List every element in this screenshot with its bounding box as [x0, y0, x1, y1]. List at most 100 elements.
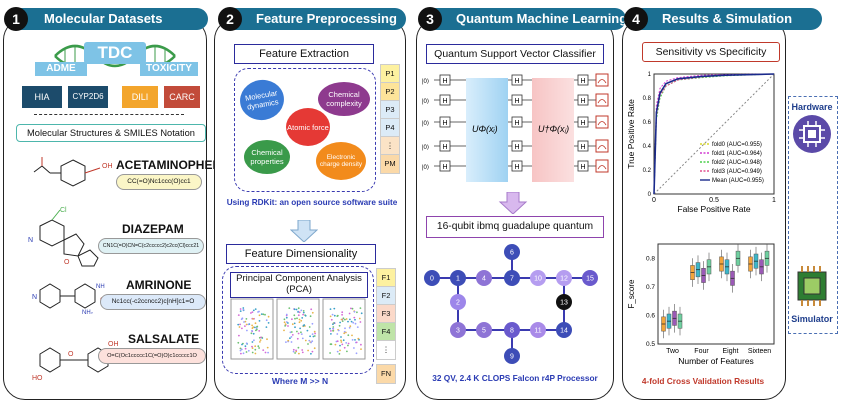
pca-point	[283, 318, 286, 321]
f-label-2: F2	[376, 286, 396, 306]
measure-icon	[597, 121, 607, 126]
qubit-label: 3	[456, 328, 460, 335]
pca-point	[349, 318, 351, 321]
pca-point	[346, 350, 348, 353]
hadamard-label: H	[443, 164, 448, 171]
pca-point	[339, 344, 341, 347]
pca-point	[266, 338, 268, 341]
pca-point	[347, 344, 349, 347]
pca-point	[311, 311, 314, 314]
pca-point	[283, 329, 285, 332]
roc-diagonal	[653, 73, 775, 195]
hadamard-gate	[511, 140, 523, 152]
pca-point	[292, 350, 295, 353]
pca-point	[329, 308, 332, 310]
chip-icon	[793, 115, 831, 153]
pca-point	[342, 339, 345, 342]
down-arrow-3	[498, 192, 528, 214]
hadamard-label: H	[515, 120, 520, 127]
hadamard-label: H	[515, 98, 520, 105]
pca-scatter-plots	[230, 298, 366, 360]
qubit-node	[424, 270, 440, 286]
pca-point	[284, 325, 286, 327]
pca-point	[358, 317, 361, 320]
pca-point	[331, 313, 334, 316]
p-label-2: P2	[380, 82, 400, 102]
ket-zero-label: |0⟩	[422, 78, 429, 85]
hadamard-label: H	[515, 78, 520, 85]
pca-point	[254, 352, 257, 355]
qubit-node	[556, 270, 572, 286]
p-label-3: P3	[380, 100, 400, 120]
pca-point	[294, 326, 296, 329]
qubit-node	[582, 270, 598, 286]
pca-point	[360, 312, 363, 315]
pca-point	[238, 326, 241, 328]
pca-point	[311, 350, 314, 353]
pca-point	[329, 315, 332, 318]
pca-point	[264, 351, 267, 354]
down-arrow-2	[290, 220, 318, 242]
cv-footer: 4-fold Cross Validation Results	[641, 376, 765, 386]
pca-point	[350, 307, 352, 310]
roc-xtick: 0	[652, 197, 656, 204]
pca-point	[343, 346, 346, 349]
hadamard-gate	[511, 94, 523, 106]
pca-point	[359, 321, 362, 323]
qubit-label: 2	[456, 300, 460, 307]
pca-dashed-area	[222, 266, 374, 374]
simulator-chip-icon	[797, 266, 827, 306]
pca-point	[297, 311, 299, 313]
panel4-header: Results & Simulation	[632, 8, 822, 30]
pca-point	[287, 322, 289, 324]
panel3-number: 3	[418, 7, 442, 31]
f-label-4: F4	[376, 322, 396, 342]
qubit-node	[556, 294, 572, 310]
pca-point	[258, 347, 260, 349]
hadamard-gate	[511, 160, 523, 172]
pca-point	[254, 326, 256, 329]
pca-point	[239, 323, 241, 326]
pca-point	[310, 352, 312, 355]
p-label-dots: ⋮	[380, 136, 400, 156]
pca-point	[265, 319, 268, 322]
qubit-label: 7	[510, 276, 514, 283]
ellipse-electronic-charge-label: Electronic charge density	[319, 154, 363, 168]
hw-sim-dashed-frame	[788, 96, 838, 334]
pca-point	[250, 312, 252, 314]
pca-point	[345, 342, 348, 344]
box-ytick: 0.6	[646, 312, 655, 319]
svg-text:OH: OH	[102, 163, 113, 170]
roc-ytick: 0.2	[643, 168, 652, 174]
pca-point	[357, 337, 360, 340]
pca-point	[287, 339, 290, 342]
pca-point	[255, 327, 258, 330]
pca-point	[289, 331, 292, 334]
pca-point	[347, 342, 350, 345]
pca-point	[314, 332, 316, 335]
pca-point	[257, 345, 260, 348]
panel-results	[622, 18, 786, 400]
pca-point	[307, 343, 309, 345]
dataset-hia: HIA	[22, 86, 62, 108]
pca-point	[262, 349, 265, 351]
pca-point	[344, 318, 346, 321]
svg-text:N: N	[28, 237, 33, 244]
box-axes-frame	[657, 243, 775, 345]
qubit-label: 14	[560, 328, 568, 335]
pca-point	[304, 339, 307, 342]
pca-point	[253, 339, 255, 342]
pca-point	[332, 329, 334, 332]
qubit-label: 12	[560, 276, 568, 283]
pca-point	[353, 310, 356, 313]
pca-point	[252, 309, 255, 312]
ellipse-chemical-complexity-label: Chemical complexity	[326, 90, 362, 108]
p-label-4: P4	[380, 118, 400, 138]
pca-point	[285, 313, 288, 316]
hadamard-gate	[577, 160, 589, 172]
smiles-acetaminophen: CC(=O)Nc1ccc(O)cc1	[116, 174, 202, 190]
pca-point	[285, 341, 287, 343]
pca-point	[348, 312, 351, 315]
measure-icon	[597, 79, 607, 84]
dataset-carc: CARC	[164, 86, 200, 108]
